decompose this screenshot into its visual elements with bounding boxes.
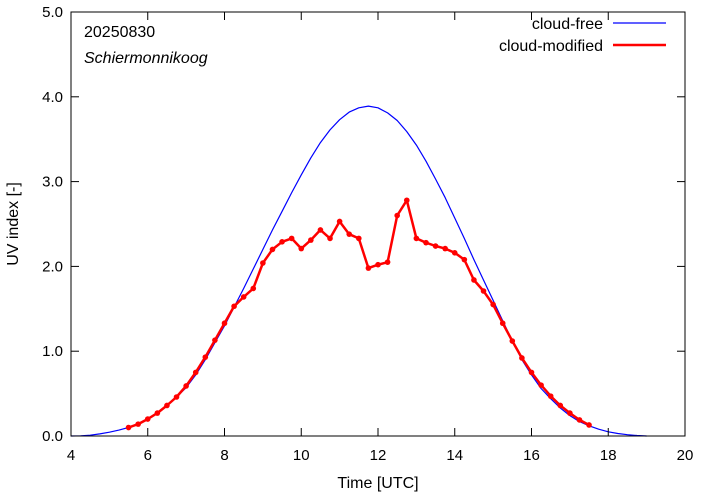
data-point-cloud-modified [183, 383, 189, 389]
data-point-cloud-modified [317, 227, 324, 233]
x-tick-label: 8 [220, 447, 228, 464]
series-layer [70, 105, 647, 437]
x-tick-label: 12 [370, 447, 387, 464]
data-point-cloud-modified [480, 288, 487, 294]
y-tick-label: 4.0 [42, 89, 63, 106]
data-point-cloud-modified [308, 237, 314, 243]
y-tick-label: 5.0 [42, 4, 63, 21]
x-tick-label: 20 [677, 447, 694, 464]
y-tick-label: 1.0 [42, 343, 63, 360]
x-tick-label: 6 [144, 447, 152, 464]
data-point-cloud-modified [279, 239, 285, 245]
data-point-cloud-modified [164, 402, 170, 409]
data-point-cloud-modified [394, 212, 400, 219]
data-point-cloud-modified [423, 239, 429, 246]
data-point-cloud-modified [240, 294, 247, 300]
data-point-cloud-modified [192, 369, 199, 376]
data-point-cloud-modified [509, 338, 516, 344]
legend-label-cloud-modified: cloud-modified [499, 38, 603, 55]
data-point-cloud-modified [471, 277, 477, 283]
x-tick-label: 4 [67, 447, 75, 464]
x-tick-label: 18 [600, 447, 617, 464]
x-tick-label: 14 [446, 447, 463, 464]
data-point-cloud-modified [212, 337, 218, 343]
data-point-cloud-modified [461, 256, 468, 263]
data-point-cloud-modified [384, 259, 391, 265]
data-point-cloud-modified [413, 235, 420, 242]
y-tick-label: 3.0 [42, 174, 63, 191]
location-label: Schiermonnikoog [84, 50, 208, 67]
data-point-cloud-modified [356, 235, 362, 242]
data-point-cloud-modified [538, 382, 544, 388]
data-point-cloud-modified [144, 416, 151, 422]
data-point-cloud-modified [375, 261, 381, 268]
data-point-cloud-modified [298, 245, 305, 252]
data-point-cloud-modified [173, 394, 180, 400]
data-point-cloud-modified [260, 260, 266, 266]
data-point-cloud-modified [576, 417, 583, 423]
y-tick-label: 2.0 [42, 258, 63, 275]
data-point-cloud-modified [490, 301, 496, 308]
date-label: 20250830 [84, 24, 155, 41]
data-point-cloud-modified [519, 355, 525, 361]
data-point-cloud-modified [567, 410, 573, 416]
tick-labels-layer: 0.0 1.0 2.0 3.0 4.0 5.0 4 6 8 10 12 14 16 18 20 [42, 4, 693, 464]
data-point-cloud-modified [403, 197, 410, 204]
data-point-cloud-modified [346, 231, 353, 237]
y-axis-label: UV index [-] [5, 182, 22, 266]
data-point-cloud-modified [557, 402, 564, 409]
x-tick-label: 16 [523, 447, 540, 464]
data-point-cloud-modified [135, 421, 141, 427]
data-point-cloud-modified [336, 218, 343, 225]
data-point-cloud-modified [327, 235, 333, 242]
legend-label-cloud-free: cloud-free [532, 16, 603, 33]
data-point-cloud-modified [586, 422, 592, 428]
data-point-cloud-modified [269, 246, 276, 253]
data-point-cloud-modified [442, 245, 448, 252]
data-point-cloud-modified [125, 424, 132, 431]
data-point-cloud-modified [288, 235, 295, 242]
data-point-cloud-modified [154, 410, 161, 416]
data-point-cloud-modified [528, 369, 535, 376]
legend: cloud-free cloud-modified [499, 16, 666, 55]
ticks-layer [70, 11, 686, 437]
data-point-cloud-modified [231, 303, 237, 310]
data-point-cloud-modified [221, 320, 228, 327]
data-point-cloud-modified [547, 393, 554, 399]
data-point-cloud-modified [365, 265, 372, 271]
data-point-cloud-modified [250, 285, 257, 292]
data-point-cloud-modified [202, 354, 209, 360]
x-axis-label: Time [UTC] [337, 475, 418, 492]
y-tick-label: 0.0 [42, 428, 63, 445]
data-point-cloud-modified [432, 243, 439, 249]
data-point-cloud-modified [499, 320, 506, 327]
x-tick-label: 10 [293, 447, 310, 464]
data-point-cloud-modified [451, 250, 458, 256]
